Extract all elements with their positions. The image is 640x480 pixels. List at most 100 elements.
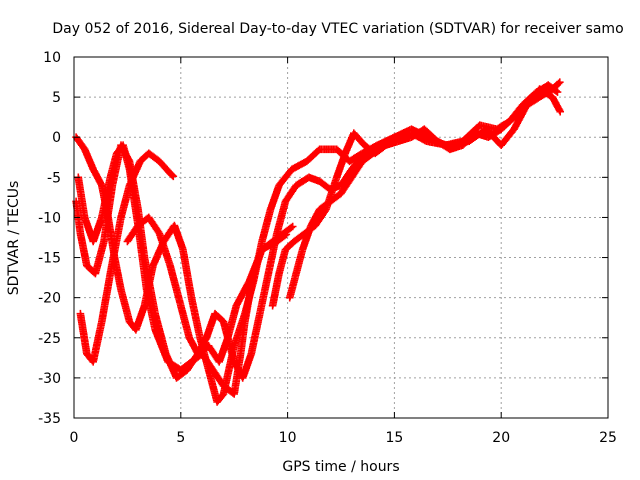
- data-point: [459, 130, 479, 149]
- data-point: [264, 231, 281, 278]
- data-point: [535, 86, 555, 101]
- data-point: [155, 229, 174, 268]
- data-point: [390, 126, 414, 141]
- data-point: [326, 190, 344, 206]
- y-axis-label: SDTVAR / TECUs: [6, 181, 22, 296]
- y-tick-label: 0: [52, 130, 61, 146]
- data-point: [347, 158, 366, 182]
- y-tick-labels: -35 -30 -25 -20 -15 -10 -5 0 5 10: [38, 50, 61, 427]
- data-point: [347, 150, 368, 174]
- x-tick-label: 10: [279, 430, 297, 446]
- data-point: [268, 271, 283, 310]
- data-point: [209, 366, 227, 389]
- x-tick-label: 5: [176, 430, 185, 446]
- y-tick-label: -10: [38, 210, 61, 226]
- data-point: [337, 167, 355, 190]
- data-point: [132, 303, 148, 334]
- y-tick-label: -5: [47, 170, 61, 186]
- data-point: [238, 351, 255, 382]
- data-point: [290, 230, 308, 246]
- data-point: [80, 145, 97, 172]
- series-6: [268, 78, 564, 310]
- data-point: [119, 141, 133, 172]
- x-tick-label: 0: [70, 430, 79, 446]
- series-7: [285, 138, 397, 302]
- data-point: [123, 223, 141, 246]
- data-point: [292, 247, 306, 278]
- data-point: [166, 169, 178, 181]
- data-point: [350, 129, 368, 148]
- grid: [74, 57, 608, 418]
- data-point: [420, 125, 440, 144]
- data-point: [279, 222, 297, 238]
- data-point: [194, 335, 210, 358]
- x-tick-labels: 0 5 10 15 20 25: [70, 430, 617, 446]
- data-point: [213, 391, 227, 406]
- data-point: [187, 293, 204, 340]
- data-point: [166, 261, 185, 308]
- data-point: [548, 78, 564, 93]
- data-point: [230, 311, 249, 350]
- data-point: [117, 285, 133, 324]
- data-series: [72, 78, 564, 406]
- y-tick-label: -20: [38, 291, 61, 307]
- data-point: [151, 326, 172, 364]
- data-point: [232, 279, 253, 310]
- x-tick-label: 20: [492, 430, 510, 446]
- data-point: [98, 271, 114, 326]
- data-point: [145, 213, 163, 236]
- chart-title: Day 052 of 2016, Sidereal Day-to-day VTE…: [52, 21, 623, 37]
- data-point: [104, 213, 119, 260]
- data-point: [266, 183, 283, 214]
- data-point: [484, 126, 504, 141]
- data-point: [315, 198, 333, 214]
- plot-frame: [73, 56, 609, 419]
- data-point: [117, 183, 133, 222]
- data-point: [145, 149, 162, 165]
- data-point: [548, 93, 564, 116]
- data-point: [219, 317, 238, 364]
- y-tick-label: -25: [38, 331, 61, 347]
- data-point: [170, 221, 187, 252]
- data-point: [332, 151, 349, 182]
- data-point: [76, 309, 91, 356]
- y-tick-label: -30: [38, 371, 61, 387]
- data-point: [275, 247, 289, 278]
- data-point: [298, 223, 315, 254]
- data-point: [179, 245, 195, 300]
- data-point: [204, 366, 221, 405]
- data-point: [273, 199, 289, 238]
- data-point: [256, 271, 272, 318]
- y-tick-label: 10: [43, 50, 61, 66]
- data-point: [288, 158, 310, 174]
- data-point: [177, 301, 193, 340]
- data-point: [241, 279, 257, 318]
- data-point: [281, 183, 299, 206]
- data-point: [249, 239, 266, 286]
- data-point: [523, 94, 542, 109]
- y-tick-label: 5: [52, 90, 61, 106]
- data-point: [379, 138, 397, 149]
- data-point: [497, 114, 517, 133]
- data-point: [285, 271, 300, 302]
- data-point: [311, 207, 329, 230]
- data-point: [510, 102, 530, 121]
- data-point: [125, 159, 144, 190]
- data-point: [337, 175, 355, 198]
- data-point: [281, 238, 297, 254]
- y-tick-label: -15: [38, 251, 61, 267]
- data-point: [275, 166, 295, 190]
- data-point: [106, 151, 121, 182]
- data-point: [307, 207, 323, 230]
- x-tick-label: 25: [599, 430, 617, 446]
- data-point: [202, 311, 219, 342]
- data-point: [89, 319, 106, 366]
- x-tick-label: 15: [385, 430, 403, 446]
- data-point: [140, 263, 157, 310]
- data-point: [91, 239, 108, 278]
- data-point: [258, 207, 274, 246]
- data-point: [303, 146, 323, 166]
- data-point: [369, 142, 387, 158]
- axis-ticks: [73, 56, 609, 419]
- data-point: [247, 311, 264, 358]
